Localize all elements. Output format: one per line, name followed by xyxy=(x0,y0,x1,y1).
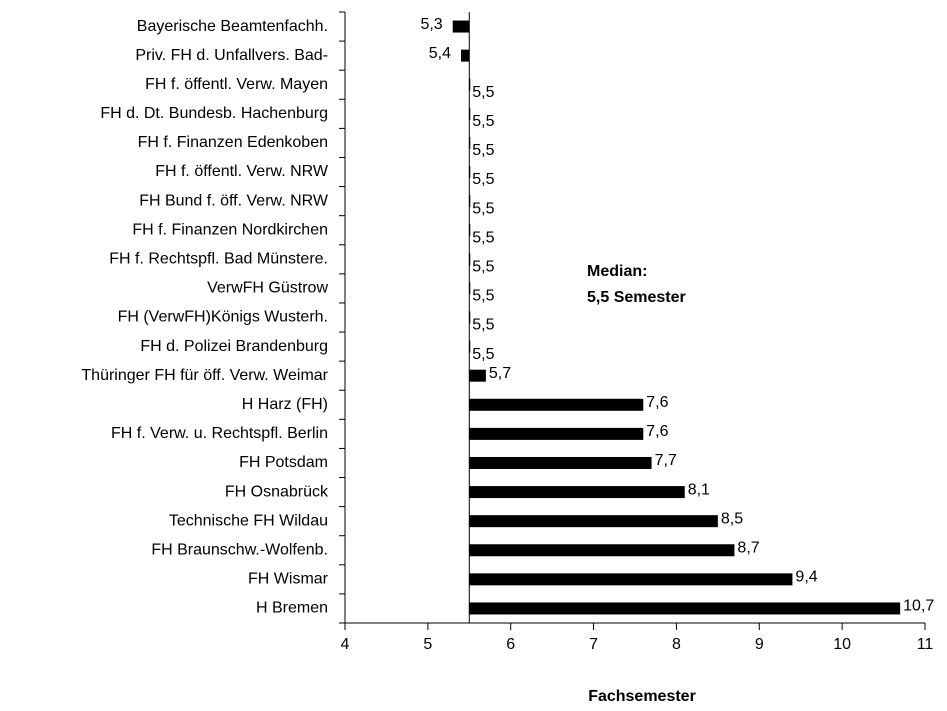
x-axis-label: Fachsemester xyxy=(588,688,696,705)
value-label: 5,5 xyxy=(472,200,494,217)
value-label: 5,7 xyxy=(489,365,511,382)
value-label: 5,5 xyxy=(472,259,494,276)
value-label: 5,5 xyxy=(472,142,494,159)
bar xyxy=(469,398,644,411)
bar xyxy=(469,78,471,91)
y-tick-label: FH d. Dt. Bundesb. Hachenburg xyxy=(100,105,328,122)
y-tick-label: FH f. Finanzen Edenkoben xyxy=(138,134,328,151)
x-tick-label: 9 xyxy=(755,636,764,653)
y-tick-label: H Harz (FH) xyxy=(242,396,328,413)
y-tick-label: FH f. öffentl. Verw. NRW xyxy=(155,163,329,180)
value-label: 5,5 xyxy=(472,84,494,101)
y-tick-label: FH Wismar xyxy=(248,571,329,588)
x-tick-label: 8 xyxy=(672,636,681,653)
bar xyxy=(469,573,793,586)
x-tick-label: 11 xyxy=(917,636,934,653)
y-tick-label: H Bremen xyxy=(256,600,328,617)
value-label: 7,6 xyxy=(646,423,668,440)
y-tick-label: FH Braunschw.-Wolfenb. xyxy=(151,541,328,558)
y-tick-label: FH d. Polizei Brandenburg xyxy=(140,338,328,355)
value-label: 8,5 xyxy=(721,510,743,527)
bar xyxy=(469,224,471,237)
value-label: 8,7 xyxy=(737,539,759,556)
bar xyxy=(469,195,471,208)
y-tick-label: VerwFH Güstrow xyxy=(207,280,328,297)
bar xyxy=(469,369,486,382)
bar xyxy=(469,544,735,557)
bar xyxy=(469,311,471,324)
y-tick-label: FH Bund f. öff. Verw. NRW xyxy=(139,192,329,209)
value-label: 7,6 xyxy=(646,394,668,411)
bar xyxy=(461,49,470,62)
bar xyxy=(469,515,718,528)
x-tick-label: 4 xyxy=(341,636,350,653)
y-tick-label: Priv. FH d. Unfallvers. Bad- xyxy=(135,47,328,64)
value-label: 5,5 xyxy=(472,317,494,334)
bar xyxy=(469,136,471,149)
value-label: 5,5 xyxy=(472,113,494,130)
bar xyxy=(469,486,685,499)
y-tick-label: FH Osnabrück xyxy=(225,483,329,500)
annotation: 5,5 Semester xyxy=(587,289,686,306)
bar xyxy=(469,253,471,266)
bar xyxy=(469,456,652,469)
y-tick-label: FH (VerwFH)Königs Wusterh. xyxy=(118,309,328,326)
value-label: 5,5 xyxy=(472,346,494,363)
value-label: 9,4 xyxy=(795,569,817,586)
x-tick-label: 5 xyxy=(423,636,432,653)
value-label: 5,5 xyxy=(472,229,494,246)
value-label: 5,4 xyxy=(429,45,451,62)
y-tick-label: FH f. Rechtspfl. Bad Münstere. xyxy=(109,251,328,268)
value-label: 5,3 xyxy=(420,16,442,33)
x-tick-label: 10 xyxy=(833,636,851,653)
bar xyxy=(469,427,644,440)
annotation: Median: xyxy=(587,263,647,280)
x-tick-label: 7 xyxy=(589,636,598,653)
y-tick-label: FH f. Finanzen Nordkirchen xyxy=(132,221,328,238)
value-label: 5,5 xyxy=(472,171,494,188)
y-tick-label: Thüringer FH für öff. Verw. Weimar xyxy=(81,367,328,384)
bar xyxy=(469,166,471,179)
y-tick-label: Bayerische Beamtenfachh. xyxy=(137,18,328,35)
value-label: 8,1 xyxy=(688,481,710,498)
x-tick-label: 6 xyxy=(506,636,515,653)
y-tick-label: Technische FH Wildau xyxy=(169,512,328,529)
value-label: 5,5 xyxy=(472,288,494,305)
bar xyxy=(469,340,471,353)
bar xyxy=(469,602,901,615)
bar xyxy=(452,20,470,33)
y-tick-label: FH f. Verw. u. Rechtspfl. Berlin xyxy=(111,425,328,442)
bar xyxy=(469,107,471,120)
bar xyxy=(469,282,471,295)
value-label: 10,7 xyxy=(903,598,934,615)
value-label: 7,7 xyxy=(655,452,677,469)
y-tick-label: FH f. öffentl. Verw. Mayen xyxy=(145,76,328,93)
y-tick-label: FH Potsdam xyxy=(239,454,328,471)
